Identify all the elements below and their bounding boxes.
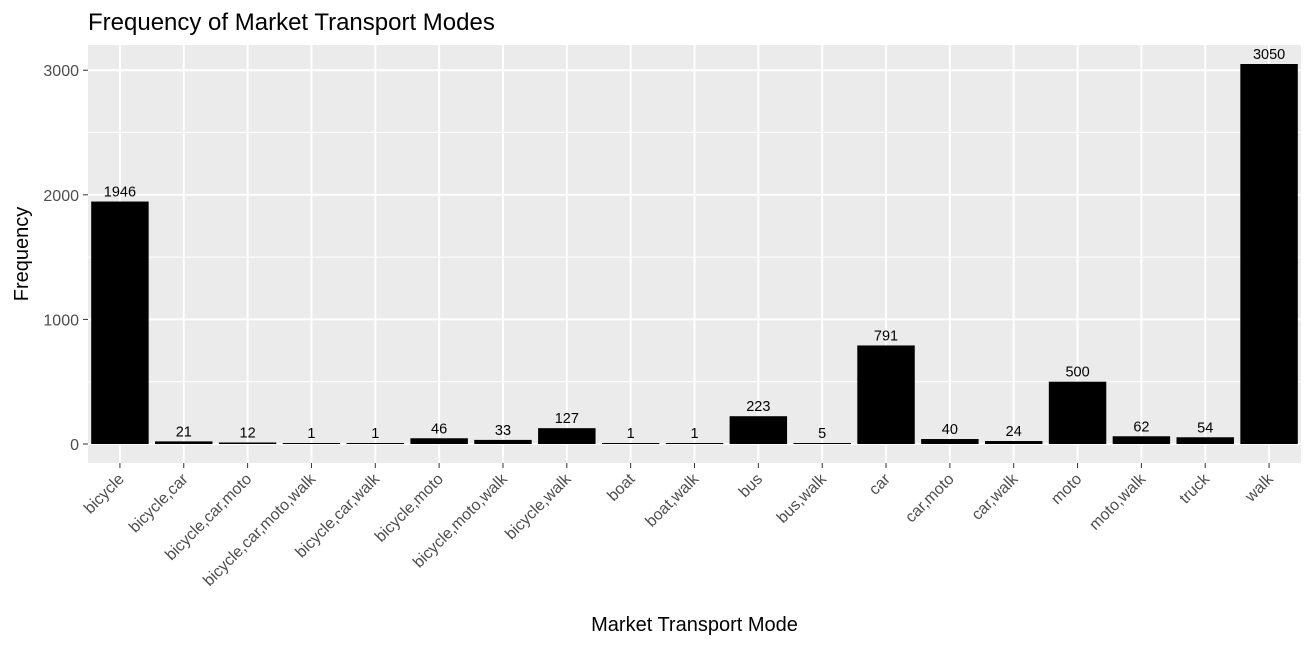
data-label: 127 xyxy=(555,411,579,427)
data-label: 1 xyxy=(307,426,315,442)
x-axis: bicyclebicycle,carbicycle,car,motobicycl… xyxy=(81,463,1278,590)
y-tick-label: 3000 xyxy=(43,63,79,80)
bar xyxy=(793,443,851,444)
x-tick-label: bus,walk xyxy=(774,470,831,527)
data-label: 24 xyxy=(1006,424,1022,440)
x-tick-label: truck xyxy=(1177,470,1214,507)
bars xyxy=(91,64,1298,444)
bar xyxy=(410,438,468,444)
data-label: 1 xyxy=(627,426,635,442)
y-axis-title: Frequency xyxy=(11,207,33,302)
bar xyxy=(984,441,1043,444)
bar xyxy=(1112,436,1171,444)
bar xyxy=(921,439,979,444)
data-label: 12 xyxy=(240,426,256,442)
data-label: 40 xyxy=(942,422,958,438)
x-tick-label: bus xyxy=(736,471,766,501)
x-tick-label: bicycle xyxy=(81,471,128,518)
x-tick-label: walk xyxy=(1242,470,1278,506)
data-label: 1946 xyxy=(104,185,136,201)
bar xyxy=(1048,381,1107,444)
bar xyxy=(474,439,532,444)
x-tick-label: bicycle,walk xyxy=(502,470,575,543)
data-label: 791 xyxy=(874,328,898,344)
y-tick-label: 2000 xyxy=(43,188,79,205)
data-label: 500 xyxy=(1065,365,1089,381)
x-tick-label: moto,walk xyxy=(1086,470,1150,534)
bar xyxy=(218,442,277,444)
y-tick-label: 1000 xyxy=(43,312,79,329)
data-labels: 1946 21 12 1 1 46 33 127 1 1 223 5 791 40 24 500 62 54 305… xyxy=(104,47,1285,442)
data-label: 1 xyxy=(371,426,379,442)
bar xyxy=(91,201,149,444)
x-axis-title: Market Transport Mode xyxy=(591,614,798,636)
bar xyxy=(729,416,788,444)
data-label: 33 xyxy=(495,423,511,439)
x-tick-label: car xyxy=(866,470,894,498)
data-label: 5 xyxy=(818,426,826,442)
bar xyxy=(538,428,596,444)
bar xyxy=(665,443,724,444)
chart-title: Frequency of Market Transport Modes xyxy=(88,9,495,36)
bar xyxy=(1240,64,1298,444)
data-label: 62 xyxy=(1133,419,1149,435)
x-tick-label: bicycle,car,moto,walk xyxy=(200,470,320,590)
bar xyxy=(346,443,405,444)
data-label: 46 xyxy=(431,421,447,437)
bar xyxy=(282,443,341,444)
x-tick-label: moto xyxy=(1048,471,1085,508)
bar xyxy=(1176,437,1234,444)
data-label: 54 xyxy=(1197,420,1213,436)
bar xyxy=(155,441,213,444)
bar xyxy=(601,443,660,444)
x-tick-label: car,moto xyxy=(902,471,957,526)
data-label: 223 xyxy=(746,399,770,415)
bar xyxy=(857,345,915,444)
x-tick-label: car,walk xyxy=(969,470,1023,524)
x-tick-label: boat xyxy=(604,470,638,504)
data-label: 3050 xyxy=(1253,47,1285,63)
x-tick-label: bicycle,car xyxy=(126,470,192,536)
y-tick-label: 0 xyxy=(70,437,79,454)
x-tick-label: boat,walk xyxy=(643,470,704,531)
y-axis: 0 1000 2000 3000 xyxy=(43,63,88,454)
data-label: 1 xyxy=(690,426,698,442)
data-label: 21 xyxy=(176,424,192,440)
